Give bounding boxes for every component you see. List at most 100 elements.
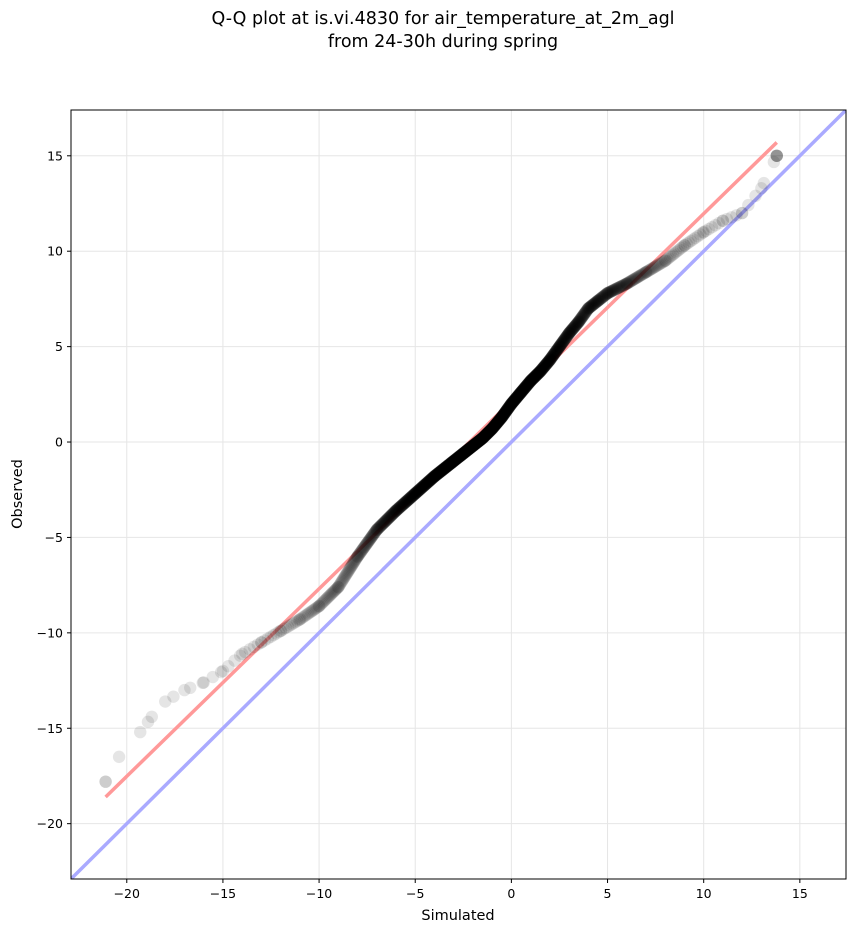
qq-point (484, 423, 497, 437)
qq-point (238, 645, 252, 659)
qq-point (475, 432, 488, 446)
qq-point (505, 397, 518, 411)
qq-point (536, 362, 549, 376)
qq-point (551, 342, 565, 355)
qq-point (469, 437, 482, 450)
qq-point (428, 470, 441, 483)
qq-point (397, 497, 410, 510)
qq-point (470, 437, 483, 450)
qq-point (589, 296, 603, 309)
qq-point (620, 277, 634, 290)
qq-point (463, 441, 477, 455)
qq-point (579, 305, 593, 318)
qq-point (317, 595, 330, 608)
qq-point (478, 429, 492, 443)
qq-point (521, 378, 534, 392)
qq-point (412, 483, 426, 497)
qq-point (575, 310, 589, 324)
qq-point (529, 369, 542, 383)
qq-point (613, 280, 627, 294)
qq-point (452, 450, 465, 464)
qq-point (395, 499, 409, 512)
qq-point (596, 290, 610, 304)
qq-point (437, 463, 450, 476)
qq-point (426, 471, 439, 485)
qq-point (545, 351, 559, 364)
qq-point (409, 487, 422, 500)
qq-point (342, 564, 355, 578)
qq-point (592, 293, 606, 307)
qq-point (605, 284, 618, 298)
qq-point (351, 550, 364, 563)
qq-point (514, 386, 527, 400)
qq-point (485, 422, 499, 435)
qq-point (625, 274, 638, 287)
qq-point (516, 384, 529, 397)
qq-point (432, 466, 445, 480)
qq-point (197, 676, 210, 689)
qq-point (522, 376, 536, 390)
qq-point (554, 339, 567, 352)
qq-point (577, 309, 590, 322)
qq-point (492, 414, 505, 428)
qq-point (435, 464, 449, 477)
qq-point (573, 314, 586, 327)
qq-point (420, 477, 433, 490)
qq-point (552, 341, 565, 354)
qq-point (402, 493, 415, 506)
qq-point (543, 353, 556, 367)
qq-point (510, 391, 523, 404)
qq-point (539, 358, 552, 372)
qq-point (570, 317, 584, 330)
qq-point (328, 584, 342, 597)
qq-point (591, 294, 605, 308)
qq-point (493, 413, 507, 426)
qq-point (485, 422, 499, 436)
qq-point (167, 690, 180, 703)
qq-point (532, 366, 546, 380)
qq-point (541, 355, 555, 369)
qq-point (430, 468, 443, 482)
qq-point (445, 456, 458, 470)
qq-point (430, 468, 444, 481)
qq-point (515, 384, 529, 398)
qq-point (425, 472, 438, 486)
qq-point (480, 428, 493, 441)
qq-point (551, 343, 564, 356)
qq-point (530, 368, 543, 382)
qq-point (536, 362, 549, 375)
qq-point (547, 348, 560, 362)
qq-point (447, 454, 461, 467)
qq-point (349, 552, 363, 566)
qq-point (479, 429, 492, 442)
qq-point (409, 486, 422, 500)
qq-point (359, 538, 373, 551)
qq-point (659, 254, 672, 267)
qq-point (453, 450, 466, 463)
qq-point (388, 506, 401, 519)
qq-point (508, 393, 522, 406)
qq-point (622, 276, 636, 289)
qq-point (503, 399, 516, 413)
qq-point (421, 476, 434, 490)
qq-point (479, 428, 493, 441)
qq-point (440, 460, 453, 474)
qq-point (430, 468, 443, 481)
qq-point (473, 434, 487, 447)
qq-point (536, 361, 550, 375)
qq-point (417, 479, 431, 492)
qq-point (603, 285, 617, 299)
qq-point (358, 539, 372, 553)
qq-point (500, 403, 514, 417)
qq-point (393, 501, 406, 514)
qq-point (709, 219, 722, 232)
qq-point (434, 465, 447, 478)
qq-point (159, 695, 172, 708)
qq-point (720, 212, 734, 226)
qq-point (426, 471, 439, 485)
qq-point (497, 407, 511, 421)
qq-point (349, 553, 362, 567)
qq-point (534, 364, 547, 378)
qq-point (459, 445, 473, 458)
qq-point (443, 458, 456, 471)
